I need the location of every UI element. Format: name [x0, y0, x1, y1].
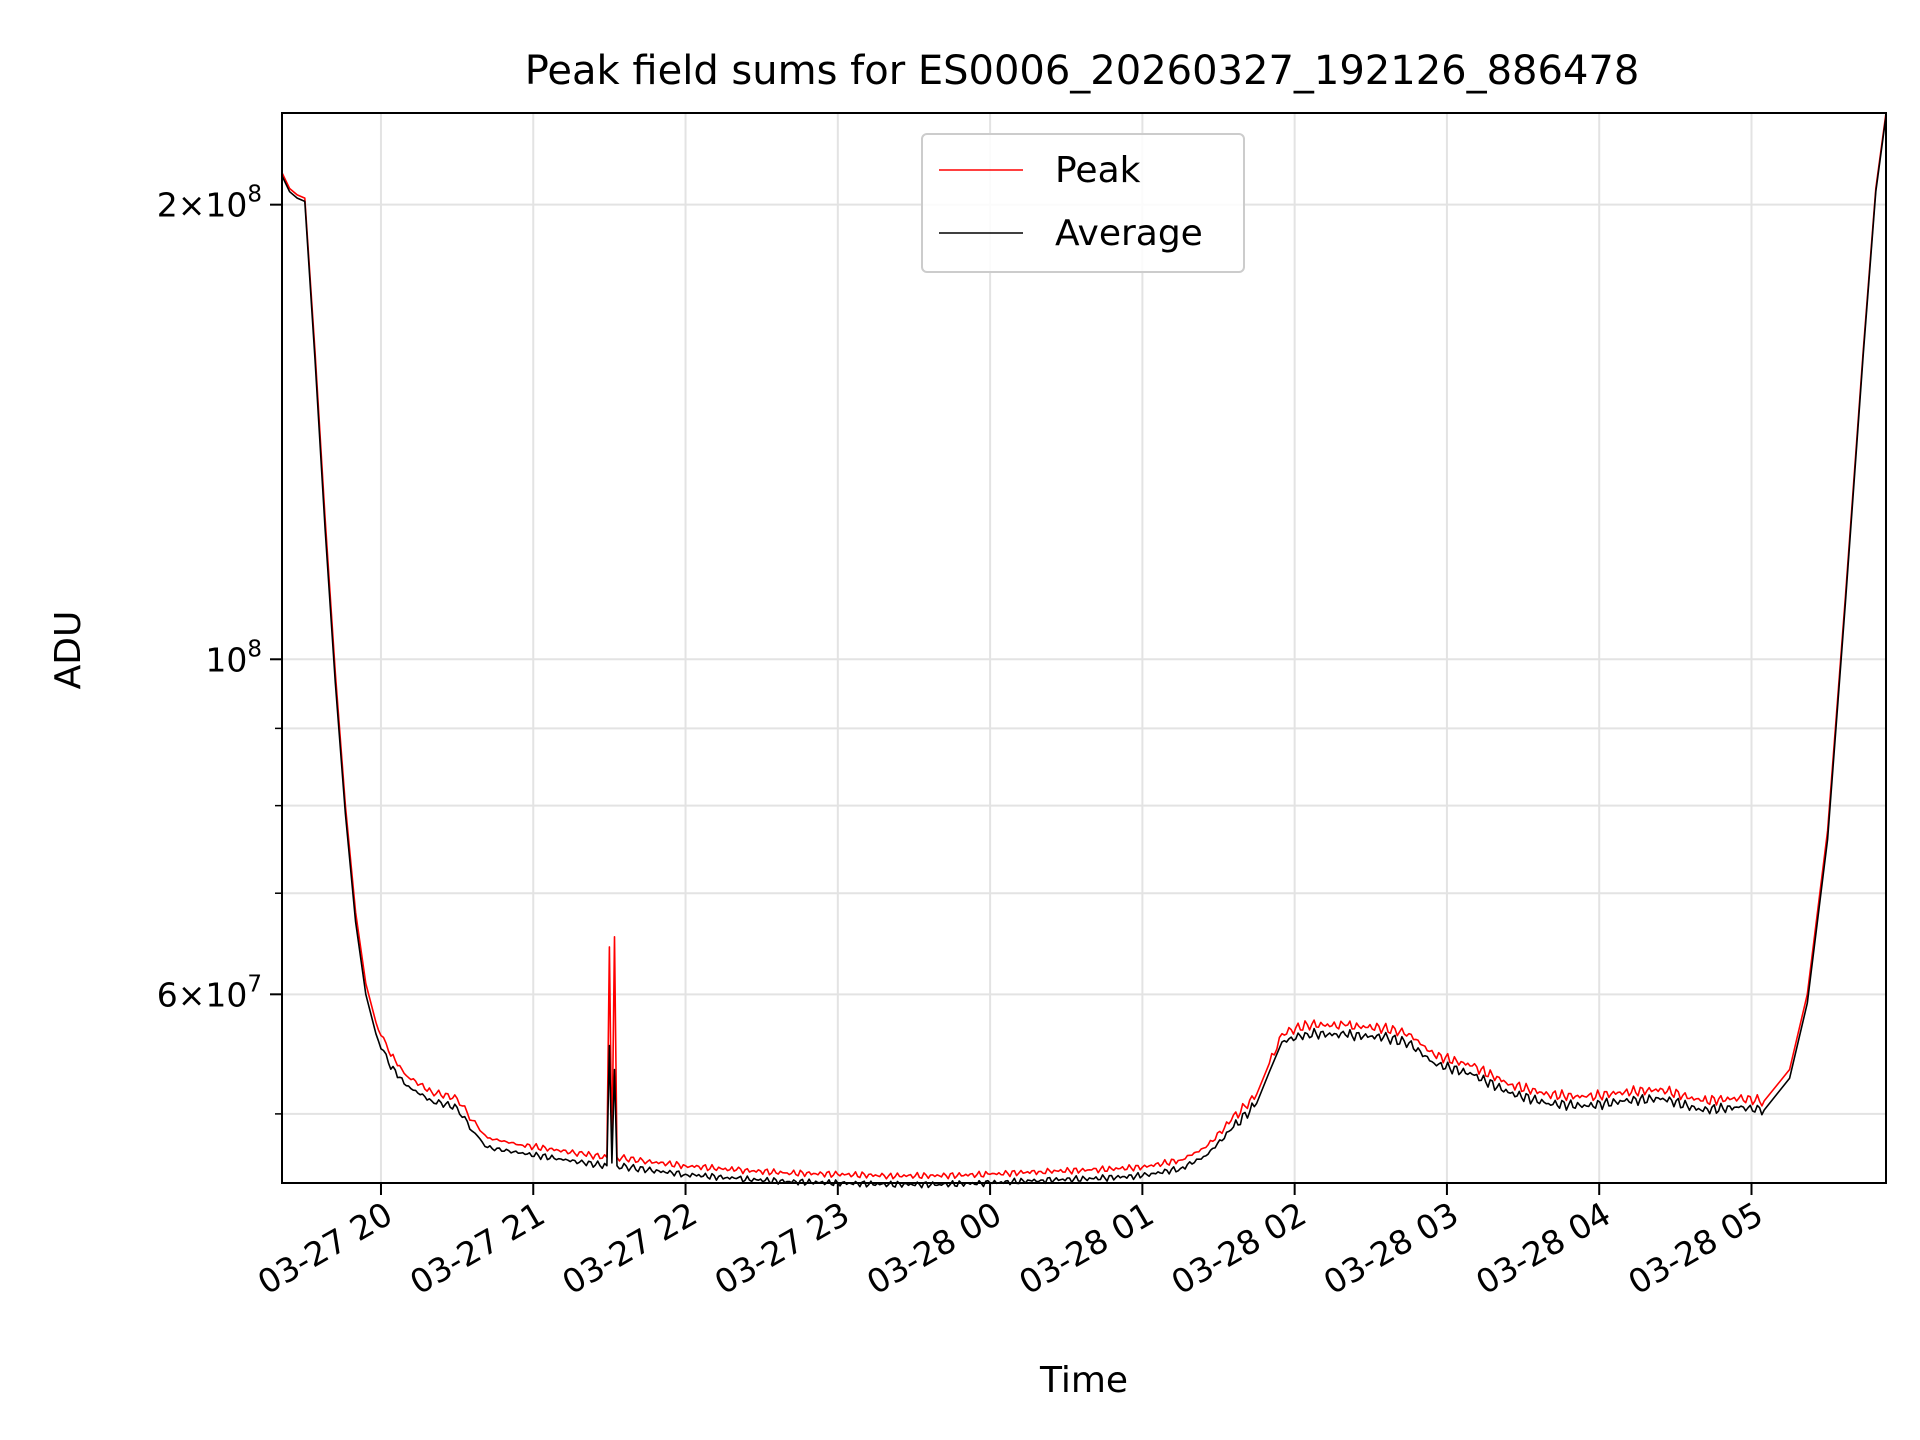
- x-axis-label: Time: [1039, 1360, 1128, 1401]
- plot-frame: [281, 112, 1887, 1184]
- y-tick-label: 108: [205, 636, 262, 679]
- legend-label-average: Average: [1055, 213, 1203, 254]
- y-tick-label: 6×107: [157, 971, 262, 1014]
- series-line-average: [281, 115, 1887, 1189]
- chart-title: Peak field sums for ES0006_20260327_1921…: [525, 48, 1640, 94]
- series-layer: [281, 112, 1887, 1189]
- legend: Peak Average: [921, 133, 1245, 273]
- legend-label-peak: Peak: [1055, 150, 1141, 191]
- y-tick-label: 2×108: [157, 182, 262, 225]
- y-axis: 6×107 108 2×108: [157, 182, 282, 1115]
- grid: [282, 113, 1886, 1183]
- series-line-peak: [281, 112, 1887, 1180]
- y-axis-label: ADU: [48, 611, 89, 690]
- legend-box: [921, 133, 1245, 273]
